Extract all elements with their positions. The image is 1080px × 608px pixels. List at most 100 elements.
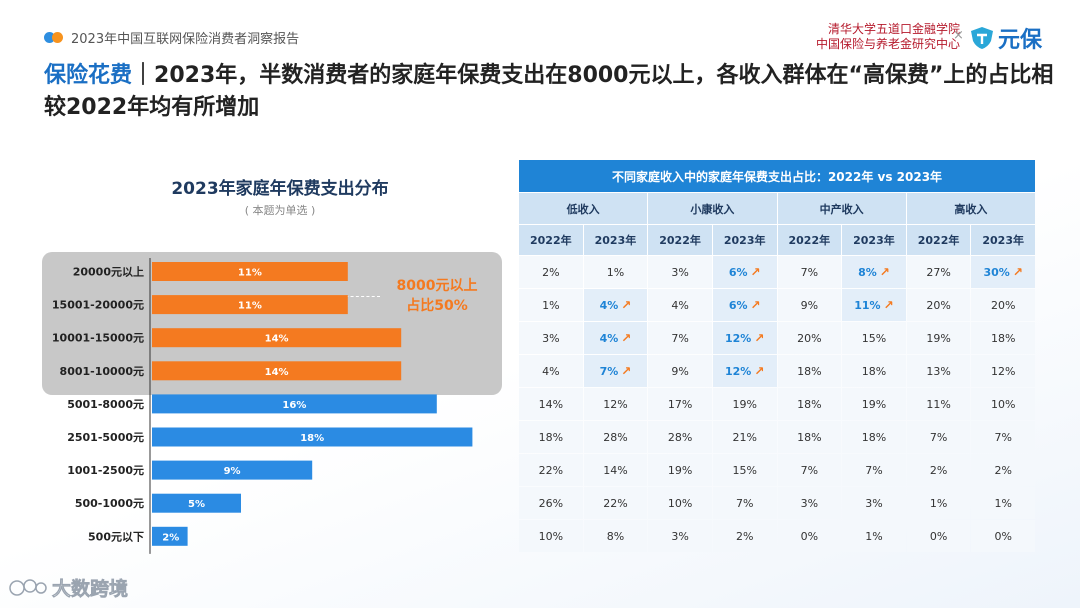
cell-value: 20% xyxy=(797,331,822,345)
cell-value: 2% xyxy=(994,463,1012,477)
shield-logo-icon xyxy=(971,27,993,49)
table-cell: 9% xyxy=(777,289,842,321)
cell-value: 11% xyxy=(854,299,881,312)
cell-value: 3% xyxy=(671,529,689,543)
annotation: 8000元以上 占比50% xyxy=(378,276,496,316)
table-title: 不同家庭收入中的家庭年保费支出占比：2022年 vs 2023年 xyxy=(519,160,1035,192)
table-cell: 3% xyxy=(648,256,712,288)
cell-value: 1% xyxy=(542,298,560,312)
table-cell: 18% xyxy=(971,322,1035,354)
table-cell: 22% xyxy=(519,454,583,486)
year-header: 2022年 xyxy=(906,225,971,255)
table-cell: 1% xyxy=(971,487,1035,519)
table-cell: 3% xyxy=(648,520,712,552)
category-label: 10001-15000元 xyxy=(52,332,144,345)
cell-value: 10% xyxy=(990,397,1016,411)
cell-value: 18% xyxy=(990,331,1016,345)
table-cell: 7% xyxy=(906,421,971,453)
table-cell: 1% xyxy=(906,487,971,519)
table-row: 10% 8% 3% 2% 0% 1% 0% 0% xyxy=(519,520,1035,552)
cell-value: 4% xyxy=(542,364,560,378)
table-cell: 13% xyxy=(906,355,971,387)
table-cell: 8% xyxy=(583,520,648,552)
table-row: 2% 1% 3% 6% ↗ 7% 8% ↗ 27% 30% ↗ xyxy=(519,256,1035,288)
table-cell: 0% xyxy=(906,520,971,552)
cell-value: 20% xyxy=(926,298,951,312)
table-row: 4% 7% ↗ 9% 12% ↗ 18% 18% 13% 12% xyxy=(519,355,1035,387)
cell-value: 28% xyxy=(603,430,628,444)
cell-value: 15% xyxy=(861,331,887,345)
cell-value: 4% xyxy=(671,298,689,312)
table-cell: 19% xyxy=(648,454,712,486)
report-label: 2023年中国互联网保险消费者洞察报告 xyxy=(44,28,299,47)
table-cell: 19% xyxy=(906,322,971,354)
cell-value: 18% xyxy=(797,430,822,444)
year-header: 2023年 xyxy=(712,225,777,255)
group-header: 小康收入 xyxy=(648,193,777,224)
table-cell: 18% xyxy=(777,388,842,420)
cell-value: 7% xyxy=(735,496,754,510)
data-label: 2% xyxy=(162,532,179,543)
cell-value: 14% xyxy=(538,397,564,411)
cell-value: 11% xyxy=(926,397,951,411)
table-cell: 28% xyxy=(583,421,648,453)
year-header: 2023年 xyxy=(583,225,648,255)
group-header: 中产收入 xyxy=(777,193,906,224)
cell-value: 3% xyxy=(671,265,689,279)
year-header: 2022年 xyxy=(648,225,712,255)
cell-value: 7% xyxy=(671,331,689,345)
cell-value: 7% xyxy=(929,430,948,444)
year-header: 2023年 xyxy=(971,225,1035,255)
cell-value: 14% xyxy=(603,463,628,477)
table-cell: 10% xyxy=(519,520,583,552)
chat-bubble-icon xyxy=(9,578,47,596)
table-cell: 2% xyxy=(971,454,1035,486)
up-arrow-icon: ↗ xyxy=(883,298,894,312)
table-cell: 27% xyxy=(906,256,971,288)
blue-dot-icon xyxy=(44,32,55,43)
table-cell: 4% ↗ xyxy=(583,322,648,354)
year-header: 2023年 xyxy=(842,225,906,255)
table-cell: 3% xyxy=(777,487,842,519)
cell-value: 9% xyxy=(671,364,689,378)
cell-value: 0% xyxy=(800,529,819,543)
category-label: 20000元以上 xyxy=(73,265,144,279)
cell-value: 12% xyxy=(724,332,752,345)
group-header: 高收入 xyxy=(906,193,1035,224)
data-label: 9% xyxy=(224,466,241,477)
table-cell: 26% xyxy=(519,487,583,519)
title-separator: ｜ xyxy=(132,63,155,88)
cell-value: 30% xyxy=(983,266,1010,279)
up-arrow-icon: ↗ xyxy=(750,265,761,279)
cell-value: 1% xyxy=(865,529,883,543)
cell-value: 17% xyxy=(667,397,693,411)
partner-line-2: 中国保险与养老金研究中心 xyxy=(815,37,960,51)
table-cell: 18% xyxy=(842,421,906,453)
cell-value: 1% xyxy=(929,496,948,510)
table-cell: 7% xyxy=(777,256,842,288)
category-label: 5001-8000元 xyxy=(67,398,144,411)
times-separator: × xyxy=(953,28,964,43)
table-cell: 18% xyxy=(519,421,583,453)
table-cell: 7% xyxy=(971,421,1035,453)
table-cell: 20% xyxy=(777,322,842,354)
table-cell: 30% ↗ xyxy=(971,256,1035,288)
table-cell: 7% xyxy=(712,487,777,519)
title-text: 2023年，半数消费者的家庭年保费支出在8000元以上，各收入群体在“高保费”上… xyxy=(44,63,1054,120)
cell-value: 6% xyxy=(728,266,748,279)
table-cell: 6% ↗ xyxy=(712,256,777,288)
cell-value: 28% xyxy=(667,430,693,444)
table-row: 26% 22% 10% 7% 3% 3% 1% 1% xyxy=(519,487,1035,519)
category-label: 2501-5000元 xyxy=(67,431,144,444)
brand-logo: 元保 xyxy=(968,22,1042,54)
cell-value: 3% xyxy=(800,496,819,510)
cell-value: 13% xyxy=(926,364,951,378)
cell-value: 6% xyxy=(728,299,748,312)
cell-value: 7% xyxy=(800,265,819,279)
cell-value: 10% xyxy=(538,529,564,543)
table-cell: 11% xyxy=(906,388,971,420)
cell-value: 21% xyxy=(732,430,757,444)
table-cell: 6% ↗ xyxy=(712,289,777,321)
annotation-connector xyxy=(340,296,380,297)
bar xyxy=(152,394,437,414)
